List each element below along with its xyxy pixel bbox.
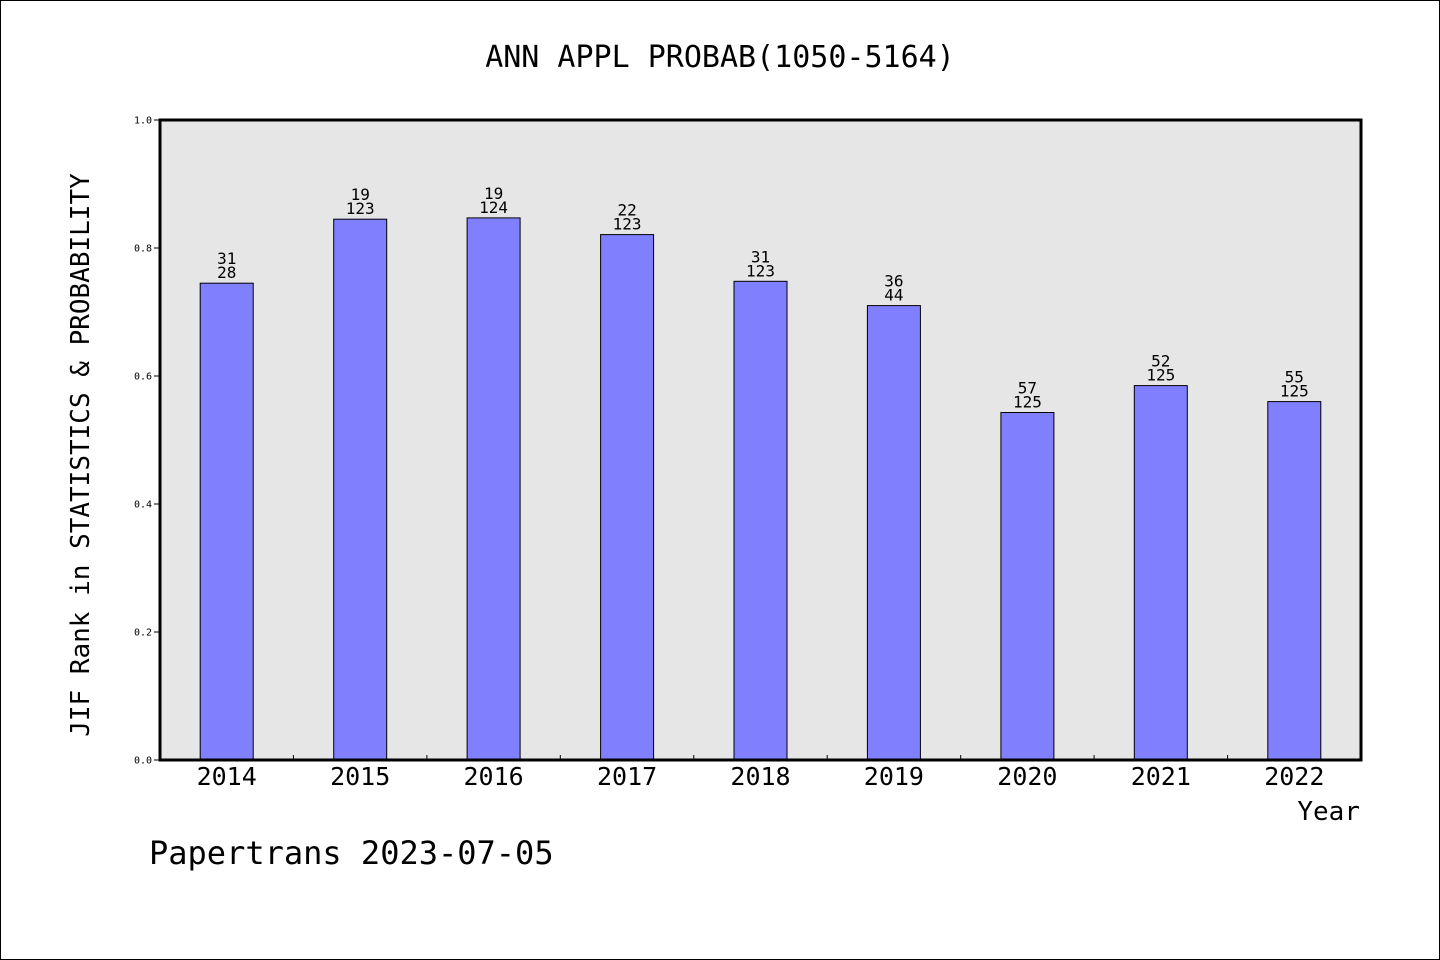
bar-label-total: 123: [746, 261, 775, 280]
y-tick-label: 0.0: [134, 756, 152, 767]
x-tick-label: 2015: [330, 762, 390, 791]
bar-label-total: 44: [884, 286, 903, 305]
x-tick-label: 2019: [864, 762, 924, 791]
bar-label-total: 125: [1013, 393, 1042, 412]
chart-title: ANN APPL PROBAB(1050-5164): [485, 40, 955, 75]
x-tick-label: 2022: [1264, 762, 1324, 791]
bar-2019: [866, 305, 921, 761]
x-tick-label: 2014: [197, 762, 257, 791]
x-tick-label: 2021: [1131, 762, 1191, 791]
bar-label-rank: 55: [1285, 368, 1304, 387]
y-axis: 0.0 0.2 0.4 0.6 0.8 1.0: [134, 116, 160, 767]
plot-border: [158, 118, 1363, 762]
bar-label-total: 125: [1146, 366, 1175, 385]
x-axis: 2014 2015 2016 2017 2018 2019 2020 2021 2022: [197, 755, 1324, 791]
bar-2016: [466, 217, 521, 761]
bar-2020: [1000, 412, 1055, 761]
bar-label-rank: 36: [884, 272, 903, 291]
bar-label-rank: 31: [751, 247, 770, 266]
x-tick-label: 2018: [730, 762, 790, 791]
y-tick-label: 0.2: [134, 628, 152, 639]
bar-label-total: 28: [217, 263, 236, 282]
y-axis-label: JIF Rank in STATISTICS & PROBABILITY: [66, 173, 96, 737]
bar-label-rank: 22: [617, 201, 636, 220]
bar-label-total: 125: [1280, 382, 1309, 401]
bar-label-total: 123: [613, 215, 642, 234]
bar-label-rank: 57: [1018, 379, 1037, 398]
y-tick-label: 1.0: [134, 116, 152, 127]
x-tick-label: 2020: [997, 762, 1057, 791]
x-tick-label: 2016: [463, 762, 523, 791]
bar-label-total: 123: [346, 199, 375, 218]
bar-2022: [1267, 401, 1322, 761]
bar-2018: [733, 280, 788, 761]
bars-group: [199, 217, 1322, 761]
bar-label-rank: 19: [351, 185, 370, 204]
bar-2014: [199, 282, 254, 761]
bar-label-rank: 19: [484, 184, 503, 203]
x-tick-label: 2017: [597, 762, 657, 791]
bar-label-rank: 52: [1151, 352, 1170, 371]
bar-label-rank: 31: [217, 249, 236, 268]
y-tick-label: 0.4: [134, 500, 152, 511]
y-tick-label: 0.6: [134, 372, 152, 383]
x-axis-label: Year: [1297, 797, 1360, 827]
footer-credit: Papertrans 2023-07-05: [149, 834, 554, 872]
y-tick-label: 0.8: [134, 244, 152, 255]
bar-2015: [333, 218, 388, 761]
bar-label-total: 124: [479, 198, 508, 217]
bar-2021: [1133, 385, 1188, 761]
bar-2017: [600, 234, 655, 761]
